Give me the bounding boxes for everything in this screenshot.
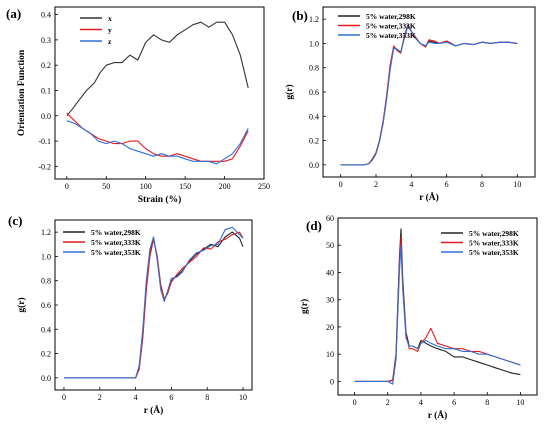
x-tick-label: 10	[239, 393, 247, 402]
y-tick-label: 1.0	[41, 252, 51, 261]
plot-frame	[54, 6, 265, 180]
x-axis-label: r (Å)	[144, 404, 164, 416]
x-tick-label: 0	[353, 398, 357, 407]
series-line-1	[66, 21, 249, 117]
y-tick-label: 1.2	[309, 15, 319, 24]
legend-entry: 5% water,353K	[91, 248, 141, 257]
x-tick-label: 4	[419, 398, 423, 407]
x-tick-label: 2	[386, 398, 390, 407]
y-tick-label: 0.8	[41, 277, 51, 286]
y-tick-label: 30	[326, 296, 334, 305]
y-tick-label: 0.2	[41, 350, 51, 359]
x-tick-label: 200	[219, 182, 231, 191]
x-tick-label: 4	[134, 393, 138, 402]
y-tick-label: 0	[330, 377, 334, 386]
x-tick-label: 50	[102, 182, 110, 191]
y-tick-label: 0.6	[309, 88, 319, 97]
y-tick-label: 0.4	[41, 325, 51, 334]
x-tick-label: 0	[62, 393, 66, 402]
y-tick-label: -0.2	[38, 162, 51, 171]
x-tick-label: 8	[480, 180, 484, 189]
y-tick-label: 60	[326, 214, 334, 223]
y-tick-label: 20	[326, 323, 334, 332]
y-tick-label: 1.0	[309, 39, 319, 48]
y-tick-label: 0.3	[41, 36, 51, 45]
series-line-3	[354, 244, 521, 385]
chart-panel-3: (c) 0 2 4 6 8 10 0.0 0.2 0.4 0.6 0.8 1.0 1.2 r (Å) g(r)…	[8, 213, 253, 416]
y-tick-label: 1.2	[41, 228, 51, 237]
panel-label: (c)	[8, 213, 22, 228]
legend-entry: y	[108, 26, 112, 35]
legend-entry: 5% water,298K	[469, 229, 519, 238]
x-tick-label: 2	[374, 180, 378, 189]
x-tick-label: 10	[516, 398, 524, 407]
legend-entry: z	[108, 37, 112, 46]
series-line-3	[340, 25, 518, 166]
x-tick-label: 4	[409, 180, 413, 189]
x-tick-label: 8	[205, 393, 209, 402]
plot-frame	[54, 219, 253, 391]
chart-panel-2: (b) 0 2 4 6 8 10 0.0 0.2 0.4 0.6 0.8 1.0 1.2 r (Å) g(r)…	[284, 6, 536, 203]
panel-label: (d)	[306, 218, 322, 233]
y-tick-label: 0.6	[41, 301, 51, 310]
x-tick-label: 250	[258, 182, 270, 191]
panel-label: (b)	[292, 8, 308, 23]
x-axis-label: Strain (%)	[138, 194, 182, 205]
legend-entry: 5% water,333K	[91, 238, 141, 247]
y-tick-label: -0.1	[38, 137, 51, 146]
y-tick-label: 50	[326, 241, 334, 250]
panel-label: (a)	[6, 6, 21, 21]
legend-entry: 5% water,298K	[366, 12, 416, 21]
y-axis-label: Orientation Function	[17, 49, 27, 136]
x-tick-label: 0	[65, 182, 69, 191]
x-tick-label: 6	[445, 180, 449, 189]
series-line-1	[340, 24, 518, 166]
legend-entry: 5% water,333K	[366, 22, 416, 31]
y-axis-label: g(r)	[299, 299, 310, 314]
y-tick-label: 0.0	[309, 161, 319, 170]
legend-entry: x	[108, 14, 112, 23]
plot-frame	[337, 217, 538, 396]
x-axis-label: r (Å)	[419, 191, 439, 203]
y-tick-label: 0.8	[309, 64, 319, 73]
legend-entry: 5% water,353K	[469, 248, 519, 257]
y-tick-label: 0.1	[41, 86, 51, 95]
x-tick-label: 6	[452, 398, 456, 407]
y-axis-label: g(r)	[284, 84, 295, 99]
x-tick-label: 100	[140, 182, 152, 191]
legend-entry: 5% water,333K	[469, 239, 519, 248]
x-tick-label: 10	[513, 180, 521, 189]
x-tick-label: 6	[169, 393, 173, 402]
series-line-2	[340, 24, 518, 166]
y-axis-label: g(r)	[16, 297, 27, 312]
x-tick-label: 0	[339, 180, 343, 189]
x-tick-label: 150	[179, 182, 191, 191]
y-tick-label: 0.4	[309, 112, 319, 121]
x-tick-label: 8	[485, 398, 489, 407]
y-tick-label: 0.2	[41, 61, 51, 70]
y-tick-label: 0.4	[41, 11, 51, 20]
y-tick-label: 10	[326, 350, 334, 359]
series-line-3	[64, 226, 244, 379]
legend-entry: 5% water,353K	[366, 31, 416, 40]
y-tick-label: 40	[326, 268, 334, 277]
chart-panel-4: (d) 0 2 4 6 8 10 0 10 20 30 40 50 60 r (Å) g(r) 5% water…	[299, 214, 538, 421]
x-axis-label: r (Å)	[428, 409, 448, 421]
y-tick-label: 0.2	[309, 137, 319, 146]
y-tick-label: 0.0	[41, 112, 51, 121]
legend-entry: 5% water,298K	[91, 228, 141, 237]
y-tick-label: 0.0	[41, 374, 51, 383]
x-tick-label: 2	[98, 393, 102, 402]
series-line-2	[354, 236, 521, 382]
chart-panel-1: (a) 0 50 100 150 200 250 -0.2 -0.1 0.0 0.1 0.2 0.3 0.…	[6, 6, 270, 205]
series-line-3	[66, 120, 249, 165]
series-line-2	[64, 231, 244, 379]
plot-frame	[322, 6, 536, 178]
